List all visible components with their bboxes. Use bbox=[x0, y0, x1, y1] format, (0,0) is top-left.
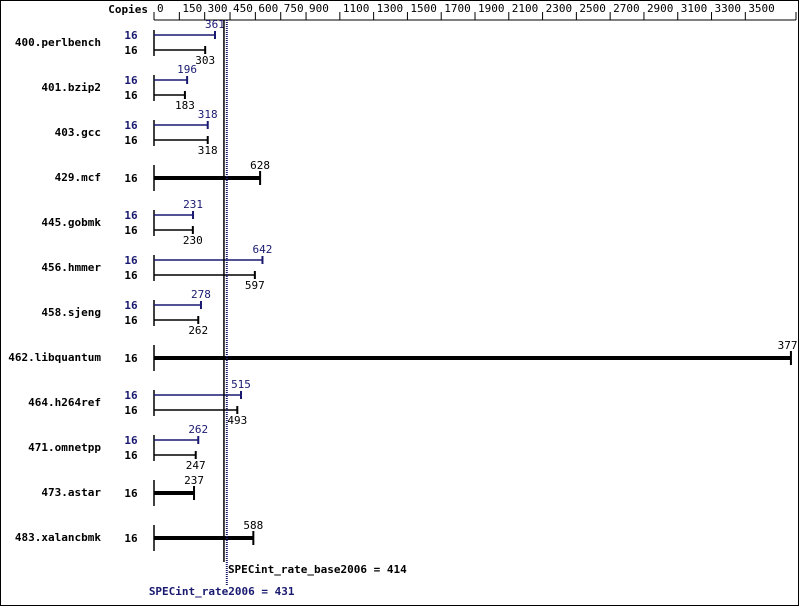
copies-label: 16 bbox=[124, 314, 138, 327]
x-tick-label: 150 bbox=[182, 2, 202, 15]
reference-label: SPECint_rate2006 = 431 bbox=[149, 585, 295, 598]
value-label: 237 bbox=[184, 474, 204, 487]
value-label: 262 bbox=[188, 324, 208, 337]
category-label: 483.xalancbmk bbox=[15, 531, 101, 544]
value-label: 183 bbox=[175, 99, 195, 112]
value-label: 230 bbox=[183, 234, 203, 247]
category-label: 403.gcc bbox=[55, 126, 101, 139]
value-label: 318 bbox=[198, 108, 218, 121]
category-label: 464.h264ref bbox=[28, 396, 101, 409]
copies-label: 16 bbox=[124, 74, 138, 87]
x-tick-label: 750 bbox=[284, 2, 304, 15]
category-label: 471.omnetpp bbox=[28, 441, 101, 454]
x-tick-label: 600 bbox=[258, 2, 278, 15]
value-label: 196 bbox=[177, 63, 197, 76]
value-label: 231 bbox=[183, 198, 203, 211]
category-label: 429.mcf bbox=[55, 171, 101, 184]
copies-label: 16 bbox=[124, 352, 138, 365]
reference-label: SPECint_rate_base2006 = 414 bbox=[228, 563, 407, 576]
x-tick-label: 2100 bbox=[512, 2, 538, 15]
value-label: 3770 bbox=[778, 339, 799, 352]
value-label: 318 bbox=[198, 144, 218, 157]
value-label: 597 bbox=[245, 279, 265, 292]
x-tick-label: 2300 bbox=[546, 2, 573, 15]
value-label: 361 bbox=[205, 18, 225, 31]
copies-label: 16 bbox=[124, 269, 138, 282]
x-tick-label: 1500 bbox=[410, 2, 437, 15]
value-label: 628 bbox=[250, 159, 270, 172]
copies-header: Copies bbox=[108, 3, 148, 16]
copies-label: 16 bbox=[124, 254, 138, 267]
copies-label: 16 bbox=[124, 224, 138, 237]
x-tick-label: 2900 bbox=[647, 2, 674, 15]
value-label: 588 bbox=[243, 519, 263, 532]
copies-label: 16 bbox=[124, 299, 138, 312]
x-tick-label: 300 bbox=[208, 2, 228, 15]
x-tick-label: 1100 bbox=[343, 2, 370, 15]
category-label: 462.libquantum bbox=[8, 351, 101, 364]
category-label: 456.hmmer bbox=[41, 261, 101, 274]
value-label: 303 bbox=[195, 54, 215, 67]
x-tick-label: 900 bbox=[309, 2, 329, 15]
x-tick-label: 1300 bbox=[377, 2, 404, 15]
category-label: 401.bzip2 bbox=[41, 81, 101, 94]
copies-label: 16 bbox=[124, 434, 138, 447]
copies-label: 16 bbox=[124, 172, 138, 185]
copies-label: 16 bbox=[124, 209, 138, 222]
x-tick-label: 1700 bbox=[444, 2, 471, 15]
copies-label: 16 bbox=[124, 44, 138, 57]
copies-label: 16 bbox=[124, 89, 138, 102]
value-label: 493 bbox=[227, 414, 247, 427]
copies-label: 16 bbox=[124, 389, 138, 402]
value-label: 515 bbox=[231, 378, 251, 391]
category-label: 458.sjeng bbox=[41, 306, 101, 319]
copies-label: 16 bbox=[124, 449, 138, 462]
category-label: 473.astar bbox=[41, 486, 101, 499]
copies-label: 16 bbox=[124, 29, 138, 42]
copies-label: 16 bbox=[124, 404, 138, 417]
copies-label: 16 bbox=[124, 119, 138, 132]
value-label: 278 bbox=[191, 288, 211, 301]
copies-label: 16 bbox=[124, 487, 138, 500]
category-label: 400.perlbench bbox=[15, 36, 101, 49]
x-tick-label: 3100 bbox=[681, 2, 708, 15]
category-label: 445.gobmk bbox=[41, 216, 101, 229]
x-tick-label: 3300 bbox=[715, 2, 742, 15]
x-tick-label: 3500 bbox=[748, 2, 775, 15]
copies-label: 16 bbox=[124, 134, 138, 147]
x-tick-label: 0 bbox=[157, 2, 164, 15]
value-label: 262 bbox=[188, 423, 208, 436]
x-tick-label: 2700 bbox=[613, 2, 640, 15]
value-label: 642 bbox=[253, 243, 273, 256]
x-tick-label: 2500 bbox=[579, 2, 606, 15]
x-tick-label: 450 bbox=[233, 2, 253, 15]
x-tick-label: 1900 bbox=[478, 2, 505, 15]
copies-label: 16 bbox=[124, 532, 138, 545]
value-label: 247 bbox=[186, 459, 206, 472]
